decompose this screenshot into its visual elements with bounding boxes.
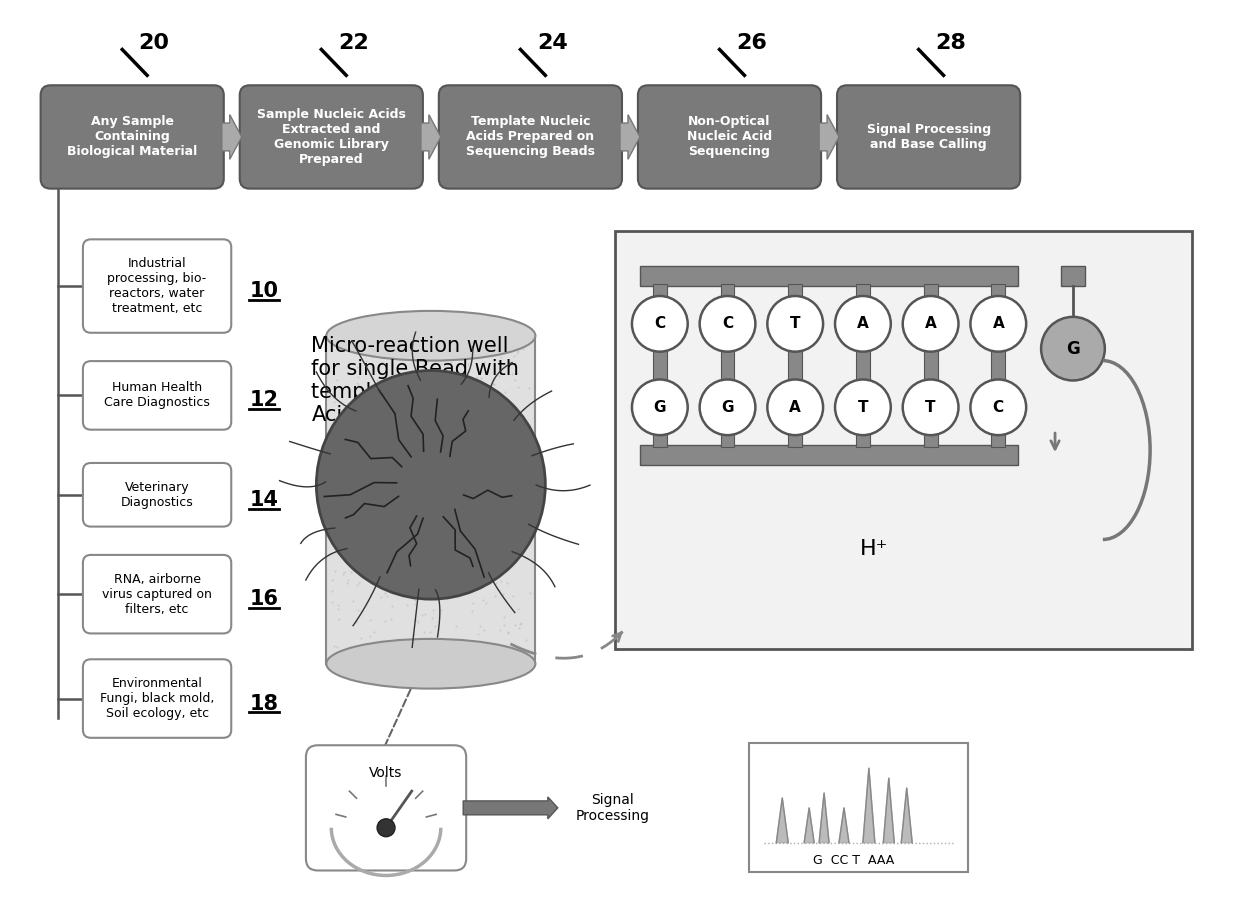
Text: 14: 14 [249,489,279,509]
Text: 22: 22 [337,32,368,52]
Text: G: G [722,400,734,415]
Text: G: G [1066,340,1080,358]
Text: Industrial
processing, bio-
reactors, water
treatment, etc: Industrial processing, bio- reactors, wa… [108,257,207,315]
Text: C: C [993,400,1004,415]
Bar [1061,266,1085,286]
Bar [720,284,734,447]
FancyArrow shape [222,115,242,160]
Text: Non-Optical
Nucleic Acid
Sequencing: Non-Optical Nucleic Acid Sequencing [687,116,773,159]
Text: H⁺: H⁺ [859,540,888,559]
Circle shape [699,296,755,352]
Text: T: T [790,317,801,331]
Circle shape [971,379,1027,435]
Text: A: A [857,317,869,331]
Polygon shape [776,798,789,843]
Circle shape [632,296,688,352]
Bar [991,284,1006,447]
Text: Human Health
Care Diagnostics: Human Health Care Diagnostics [104,381,210,409]
FancyBboxPatch shape [83,240,231,332]
Bar [640,445,1018,465]
FancyBboxPatch shape [239,85,423,188]
Circle shape [699,379,755,435]
FancyBboxPatch shape [837,85,1021,188]
Text: Micro-reaction well
for single Bead with
template Nucleic
Acid: Micro-reaction well for single Bead with… [311,336,520,425]
FancyBboxPatch shape [306,745,466,870]
Text: Volts: Volts [370,767,403,780]
Text: C: C [655,317,666,331]
Text: 16: 16 [249,589,279,610]
Circle shape [903,296,959,352]
Text: G: G [653,400,666,415]
FancyBboxPatch shape [83,361,231,430]
Ellipse shape [326,311,536,361]
Bar [615,231,1193,649]
Text: 18: 18 [249,693,279,713]
Polygon shape [901,788,913,843]
Text: 20: 20 [139,32,170,52]
Text: Veterinary
Diagnostics: Veterinary Diagnostics [120,481,193,509]
Polygon shape [839,808,849,843]
Bar [326,336,536,664]
Text: Environmental
Fungi, black mold,
Soil ecology, etc: Environmental Fungi, black mold, Soil ec… [100,677,215,720]
Text: Signal Processing
and Base Calling: Signal Processing and Base Calling [867,123,991,151]
FancyArrow shape [420,115,440,160]
Text: Any Sample
Containing
Biological Material: Any Sample Containing Biological Materia… [67,116,197,159]
Bar [924,284,937,447]
Ellipse shape [326,639,536,688]
Bar [749,744,968,872]
Circle shape [971,296,1027,352]
FancyArrow shape [620,115,640,160]
Text: A: A [925,317,936,331]
Text: C: C [722,317,733,331]
Text: A: A [790,400,801,415]
FancyBboxPatch shape [439,85,622,188]
Text: 28: 28 [935,32,966,52]
Text: Sample Nucleic Acids
Extracted and
Genomic Library
Prepared: Sample Nucleic Acids Extracted and Genom… [257,108,405,166]
Text: RNA, airborne
virus captured on
filters, etc: RNA, airborne virus captured on filters,… [102,573,212,616]
Text: 10: 10 [249,281,279,301]
Text: G  CC T  AAA: G CC T AAA [813,854,894,868]
Bar [789,284,802,447]
Circle shape [903,379,959,435]
FancyArrow shape [820,115,839,160]
Circle shape [1042,317,1105,380]
Text: Template Nucleic
Acids Prepared on
Sequencing Beads: Template Nucleic Acids Prepared on Seque… [466,116,595,159]
Circle shape [768,296,823,352]
FancyBboxPatch shape [83,659,231,738]
Text: A: A [992,317,1004,331]
Circle shape [768,379,823,435]
Text: Signal
Processing: Signal Processing [575,793,650,823]
FancyBboxPatch shape [83,554,231,633]
Text: 12: 12 [249,390,279,410]
Polygon shape [863,768,875,843]
FancyBboxPatch shape [637,85,821,188]
Bar [640,266,1018,286]
Text: T: T [925,400,936,415]
Polygon shape [805,808,815,843]
Circle shape [377,819,396,836]
Circle shape [632,379,688,435]
FancyBboxPatch shape [83,463,231,527]
Text: T: T [858,400,868,415]
Text: 24: 24 [537,32,568,52]
FancyArrow shape [464,797,558,819]
FancyBboxPatch shape [41,85,223,188]
Text: 26: 26 [737,32,766,52]
Circle shape [835,379,890,435]
Circle shape [835,296,890,352]
Polygon shape [820,793,830,843]
Polygon shape [883,778,894,843]
Bar [856,284,870,447]
Circle shape [316,371,546,599]
Bar [652,284,667,447]
